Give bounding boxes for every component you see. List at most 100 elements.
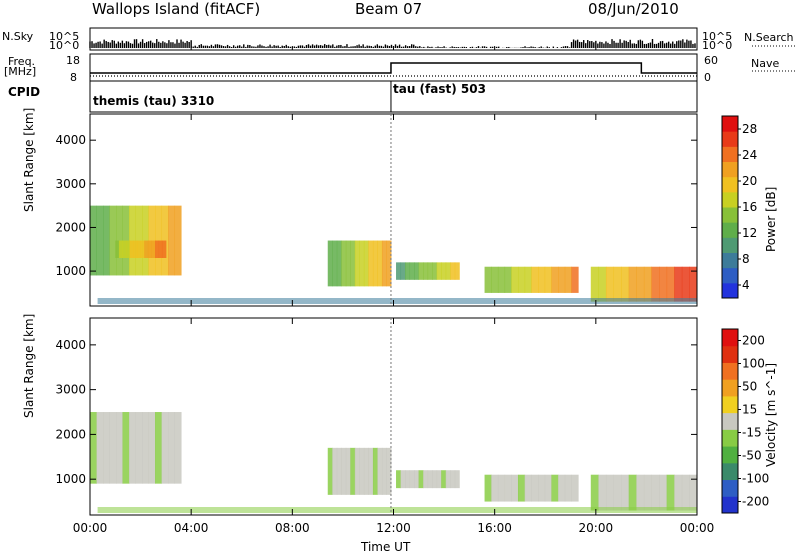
freq-label: Freq. xyxy=(8,55,36,68)
y-tick-label: 4000 xyxy=(55,133,86,147)
echo-patch xyxy=(558,266,566,293)
echo-patch xyxy=(538,474,546,502)
freq-line xyxy=(90,62,697,74)
echo-patch xyxy=(405,470,411,489)
echo-patch xyxy=(445,262,451,280)
nave-tick-low: 0 xyxy=(704,71,711,84)
echo-patch xyxy=(445,470,451,489)
echo-patch xyxy=(372,240,378,287)
echo-patch xyxy=(115,240,120,258)
echo-patch xyxy=(368,240,374,287)
echo-patch xyxy=(129,412,137,484)
x-axis-label: Time UT xyxy=(361,540,411,554)
echo-patch xyxy=(441,262,447,280)
colorbar-segment xyxy=(722,116,738,132)
echo-patch xyxy=(497,474,506,502)
echo-patch xyxy=(517,474,526,502)
colorbar-segment xyxy=(722,267,738,284)
colorbar-tick-label: -200 xyxy=(742,495,769,509)
y-tick-label: 3000 xyxy=(55,177,86,191)
echo-patch xyxy=(135,412,143,484)
x-tick-label: 20:00 xyxy=(579,521,614,535)
ground-scatter-band xyxy=(97,507,697,513)
echo-patch xyxy=(517,266,526,293)
colorbar-tick-label: 15 xyxy=(742,403,757,417)
cpid-panel-frame xyxy=(89,80,698,113)
echo-patch xyxy=(524,474,532,502)
colorbar-segment xyxy=(722,282,738,299)
echo-patch xyxy=(148,412,156,484)
echo-patch xyxy=(558,474,566,502)
colorbar-segment xyxy=(722,237,738,253)
colorbar-tick-label: 200 xyxy=(742,334,765,348)
echo-patch xyxy=(341,240,347,287)
echo-patch xyxy=(142,412,150,484)
echo-patch xyxy=(155,240,160,258)
echo-patch xyxy=(109,412,117,484)
colorbar-tick-label: -50 xyxy=(742,449,762,463)
echo-patch xyxy=(161,412,169,484)
echo-patch xyxy=(381,240,387,287)
echo-patch xyxy=(359,240,365,287)
echo-patch xyxy=(359,447,365,495)
nsky-label: N.Sky xyxy=(2,30,34,43)
echo-patch xyxy=(613,474,622,511)
echo-patch xyxy=(427,470,433,489)
echo-patch xyxy=(396,470,402,489)
echo-patch xyxy=(409,262,415,280)
colorbar-segment xyxy=(722,496,738,514)
echo-patch xyxy=(363,447,369,495)
x-tick-label: 16:00 xyxy=(477,521,512,535)
colorbar-tick-label: -100 xyxy=(742,472,769,486)
x-tick-label: 04:00 xyxy=(174,521,209,535)
echo-patch xyxy=(432,262,438,280)
echo-patch xyxy=(122,412,130,484)
echo-patch xyxy=(681,266,690,302)
nave-tick-high: 60 xyxy=(704,54,718,67)
colorbar-segment xyxy=(722,446,738,464)
echo-patch xyxy=(511,474,519,502)
echo-patch xyxy=(497,266,506,293)
colorbar-segment xyxy=(722,395,738,414)
echo-patch xyxy=(531,474,539,502)
echo-patch xyxy=(136,240,142,258)
echo-patch xyxy=(484,266,492,293)
echo-patch xyxy=(418,262,424,280)
echo-patch xyxy=(504,266,512,293)
echo-patch xyxy=(666,474,675,511)
echo-patch xyxy=(109,205,117,276)
freq-tick-low: 8 xyxy=(70,71,77,84)
echo-patch xyxy=(524,266,532,293)
ground-scatter-band xyxy=(97,298,697,304)
echo-patch xyxy=(381,447,387,495)
y-tick-label: 3000 xyxy=(55,383,86,397)
nsky-tick-low: 10^0 xyxy=(49,39,80,52)
echo-patch xyxy=(354,240,360,287)
colorbar-tick-label: 16 xyxy=(742,200,757,214)
echo-patch xyxy=(427,262,433,280)
colorbar-segment xyxy=(722,345,738,363)
y-tick-label: 2000 xyxy=(55,220,86,234)
colorbar-segment xyxy=(722,429,738,447)
nave-label: Nave xyxy=(751,57,780,70)
cpid-mode-2: tau (fast) 503 xyxy=(393,82,486,96)
y-tick-label: 1000 xyxy=(55,264,86,278)
echo-patch xyxy=(450,262,456,280)
echo-patch xyxy=(454,262,460,280)
echo-patch xyxy=(571,266,579,293)
echo-patch xyxy=(363,240,369,287)
y-tick-label: 1000 xyxy=(55,472,86,486)
freq-unit: [MHz] xyxy=(4,65,37,78)
echo-patch xyxy=(423,262,429,280)
echo-patch xyxy=(531,266,539,293)
echo-patch xyxy=(681,474,690,511)
echo-patch xyxy=(454,470,460,489)
echo-patch xyxy=(544,474,552,502)
echo-patch xyxy=(350,447,356,495)
echo-patch xyxy=(605,474,615,511)
echo-patch xyxy=(689,474,698,511)
colorbar-segment xyxy=(722,222,738,238)
echo-patch xyxy=(636,474,645,511)
colorbar-segment xyxy=(722,191,738,208)
echo-patch xyxy=(332,240,338,287)
